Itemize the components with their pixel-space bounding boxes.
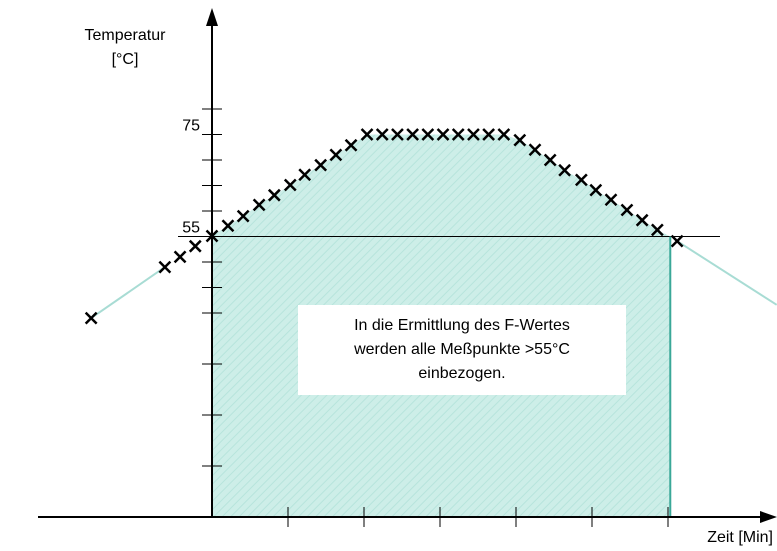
marker-stroke xyxy=(421,128,435,141)
y-tick-label: 55 xyxy=(182,220,200,237)
annotation-box xyxy=(298,305,626,395)
data-point xyxy=(173,250,187,264)
marker-stroke xyxy=(205,229,219,243)
marker-stroke xyxy=(173,250,187,264)
marker-stroke xyxy=(574,173,588,187)
trend-line xyxy=(90,266,166,319)
marker-stroke xyxy=(436,128,450,141)
mark-layer xyxy=(84,128,684,325)
line-layer xyxy=(90,236,777,517)
marker-stroke xyxy=(252,198,266,212)
marker-stroke xyxy=(267,188,281,202)
data-point xyxy=(513,133,527,147)
marker-stroke xyxy=(375,128,389,141)
annotation: In die Ermittlung des F-Wertes xyxy=(354,317,570,334)
y-tick-label: 75 xyxy=(182,118,200,135)
data-point xyxy=(205,229,219,243)
marker-stroke xyxy=(344,138,358,152)
marker-stroke xyxy=(604,193,618,207)
marker-stroke xyxy=(236,209,250,223)
marker-stroke xyxy=(221,219,235,233)
data-point xyxy=(635,213,649,227)
data-point xyxy=(314,158,328,172)
data-point xyxy=(604,193,618,207)
data-point xyxy=(329,148,343,162)
marker-stroke xyxy=(451,128,465,141)
data-point xyxy=(482,128,496,141)
data-point xyxy=(574,173,588,187)
marker-stroke xyxy=(84,311,98,325)
data-point xyxy=(497,128,511,141)
marker-stroke xyxy=(406,128,420,141)
data-point xyxy=(543,153,557,167)
data-point xyxy=(650,223,664,237)
y-axis-arrow xyxy=(206,8,218,26)
marker-stroke xyxy=(620,203,634,217)
y-axis-label: [°C] xyxy=(112,51,139,68)
data-point xyxy=(344,138,358,152)
trend-line xyxy=(676,240,777,306)
marker-stroke xyxy=(283,178,297,192)
marker-stroke xyxy=(558,163,572,177)
data-point xyxy=(451,128,465,141)
data-point xyxy=(391,128,404,141)
axis-layer: 55 75 xyxy=(38,8,777,527)
marker-stroke xyxy=(329,148,343,162)
data-point xyxy=(528,143,542,157)
marker-stroke xyxy=(670,234,684,248)
marker-stroke xyxy=(360,128,374,141)
data-point xyxy=(283,178,297,192)
data-point xyxy=(589,183,603,197)
data-point xyxy=(158,260,172,274)
data-point xyxy=(84,311,98,325)
data-point xyxy=(467,128,480,141)
x-axis-label: Zeit [Min] xyxy=(707,529,773,546)
data-point xyxy=(436,128,450,141)
marker-stroke xyxy=(635,213,649,227)
data-point xyxy=(421,128,435,141)
marker-stroke xyxy=(543,153,557,167)
data-point xyxy=(188,239,202,253)
marker-stroke xyxy=(314,158,328,172)
marker-stroke xyxy=(391,128,404,141)
marker-stroke xyxy=(513,133,527,147)
marker-stroke xyxy=(497,128,511,141)
x-axis-arrow xyxy=(760,511,777,523)
marker-stroke xyxy=(158,260,172,274)
data-point xyxy=(375,128,389,141)
data-point xyxy=(267,188,281,202)
marker-stroke xyxy=(650,223,664,237)
marker-stroke xyxy=(482,128,496,141)
annotation: werden alle Meßpunkte >55°C xyxy=(353,341,570,358)
marker-stroke xyxy=(188,239,202,253)
y-axis-label: Temperatur xyxy=(85,27,167,44)
data-point xyxy=(620,203,634,217)
data-point xyxy=(236,209,250,223)
data-point xyxy=(558,163,572,177)
marker-stroke xyxy=(467,128,480,141)
data-point xyxy=(406,128,420,141)
data-point xyxy=(670,234,684,248)
data-point xyxy=(360,128,374,141)
data-point xyxy=(298,168,312,182)
data-point xyxy=(221,219,235,233)
marker-stroke xyxy=(298,168,312,182)
marker-stroke xyxy=(589,183,603,197)
annotation: einbezogen. xyxy=(418,365,505,382)
marker-stroke xyxy=(528,143,542,157)
data-point xyxy=(252,198,266,212)
